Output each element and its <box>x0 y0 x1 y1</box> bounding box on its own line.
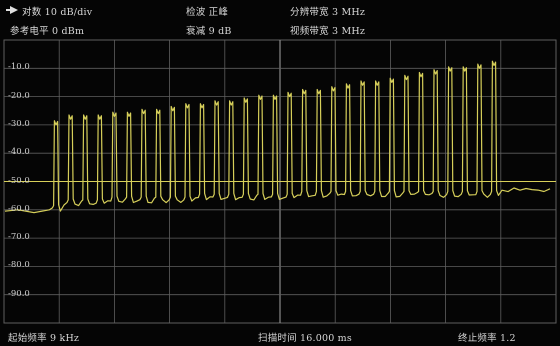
y-axis-tick-label: -50.0 <box>8 175 30 186</box>
y-axis-tick-label: -60.0 <box>8 203 30 214</box>
y-axis-tick-label: -70.0 <box>8 232 30 243</box>
y-axis-tick-label: -20.0 <box>8 90 30 101</box>
y-axis-tick-label: -10.0 <box>8 62 30 73</box>
vbw-label: 视频带宽 3 MHz <box>290 26 366 37</box>
y-axis-tick-label: -80.0 <box>8 260 30 271</box>
rbw-label: 分辨带宽 3 MHz <box>290 7 366 18</box>
trace-line <box>4 60 551 214</box>
y-axis-tick-label: -30.0 <box>8 118 30 129</box>
detector-label: 检波 正峰 <box>186 7 229 18</box>
marker-arrow-icon <box>10 6 18 14</box>
stop-freq-label: 终止频率 1.2 <box>458 333 516 344</box>
start-freq-label: 起始频率 9 kHz <box>8 333 80 344</box>
scale-label: 对数 10 dB/div <box>22 7 93 18</box>
sweep-time-label: 扫描时间 16.000 ms <box>258 333 352 344</box>
ref-level-label: 参考电平 0 dBm <box>10 26 85 37</box>
trace-group <box>4 60 551 214</box>
y-axis-tick-label: -90.0 <box>8 288 30 299</box>
attenuation-label: 衰减 9 dB <box>186 26 232 37</box>
y-axis-tick-label: -40.0 <box>8 147 30 158</box>
marker-stem <box>6 9 11 11</box>
